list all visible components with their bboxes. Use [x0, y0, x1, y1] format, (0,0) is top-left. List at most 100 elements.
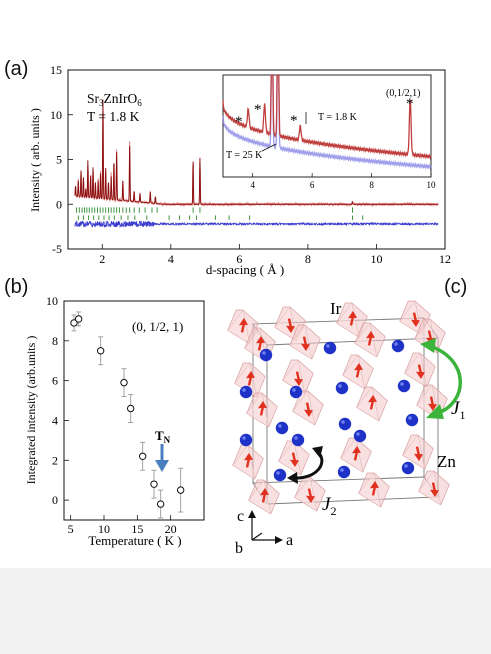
ir-spin-head	[301, 343, 310, 351]
ir-spin-head	[414, 453, 423, 461]
ir-spin-head	[370, 481, 379, 489]
y-tick-label: 10	[46, 294, 58, 308]
panel-a-calculated-profile	[74, 99, 439, 205]
inset-pointer-25k	[261, 143, 277, 152]
data-point	[126, 404, 135, 413]
inset-axes: 4 6 8 10	[250, 173, 436, 190]
x-tick-label: 20	[165, 522, 177, 536]
zn-atom	[273, 468, 287, 482]
panel-b-annotation: (0, 1/2, 1)	[132, 319, 183, 334]
panel-b-axes: 5 10 15 20 0 2 4 6 8 10	[46, 294, 177, 536]
zn-atom	[239, 385, 253, 399]
inset-x-tick-label: 6	[310, 180, 315, 190]
ir-spin-head	[290, 459, 299, 467]
zn-atom-highlight	[276, 471, 280, 475]
zn-atom	[397, 379, 411, 393]
x-tick-label: 12	[439, 252, 451, 266]
ir-spin-head	[348, 311, 357, 319]
x-tick-label: 2	[99, 252, 105, 266]
data-point	[138, 452, 147, 460]
ir-spin-head	[416, 371, 425, 379]
x-tick-label: 4	[168, 252, 174, 266]
x-tick-label: 8	[305, 252, 311, 266]
zn-atom-highlight	[341, 420, 345, 424]
ir-spin-head	[246, 371, 255, 379]
data-point	[176, 486, 185, 494]
panel-label-a: (a)	[4, 58, 29, 80]
y-tick-label: 0	[56, 197, 62, 211]
zn-atom	[275, 421, 289, 435]
axis-a-label: a	[286, 532, 293, 549]
zn-atom	[259, 348, 273, 362]
zn-atom-highlight	[394, 342, 398, 346]
zn-atom	[289, 385, 303, 399]
y-tick-label: -5	[52, 242, 62, 256]
x-tick-label: 6	[236, 252, 242, 266]
y-tick-label: 10	[50, 108, 62, 122]
panel-a-ylabel: Intensity ( arb. units )	[28, 108, 42, 212]
y-tick-label: 5	[56, 153, 62, 167]
zn-atom	[353, 429, 367, 443]
inset-star-3: *	[290, 113, 298, 129]
panel-a-difference-curve	[74, 220, 439, 228]
zn-atom-highlight	[242, 388, 246, 392]
inset-x-tick-label: 8	[369, 180, 374, 190]
y-tick-label: 6	[52, 374, 58, 388]
panel-label-c: (c)	[444, 276, 468, 298]
ir-spin-head	[304, 409, 313, 417]
panel-b-tn-arrow	[155, 444, 169, 472]
inset-curve-25k	[222, 74, 432, 171]
inset-label-1-8k: T = 1.8 K	[318, 112, 358, 123]
zn-atom-highlight	[278, 424, 282, 428]
j1-arrow	[420, 338, 462, 419]
panel-b: 5 10 15 20 0 2 4 6 8 10 (0, 1/2, 1) TN Temperatur…	[24, 294, 205, 548]
panel-b-ylabel: Integrated intensity (arb.units )	[24, 336, 38, 485]
ir-spin-head	[239, 318, 248, 326]
zn-atom-highlight	[408, 416, 412, 420]
zn-atom	[291, 433, 305, 447]
panel-b-tn-label: TN	[155, 428, 171, 445]
zn-atom	[338, 417, 352, 431]
inset-star-4: *	[406, 96, 414, 112]
ir-spin-head	[286, 325, 295, 333]
data-point	[74, 315, 83, 323]
ir-label: Ir	[330, 299, 342, 318]
panel-a-axes: 2 4 6 8 10 12 -5 0 5 10 15	[50, 63, 451, 266]
zn-atoms	[239, 339, 419, 482]
panel-c-crystal-structure: Ir Zn J1 J2 c a b	[227, 299, 465, 557]
zn-atom-highlight	[338, 384, 342, 388]
x-tick-label: 15	[131, 522, 143, 536]
ir-spin-head	[366, 331, 375, 339]
ir-spin-head	[430, 489, 439, 497]
panel-a-temperature: T = 1.8 K	[87, 109, 140, 124]
j2-arrow	[287, 446, 324, 484]
zn-atom-highlight	[294, 436, 298, 440]
ir-spin-head	[354, 363, 363, 371]
ir-spin-head	[411, 319, 420, 327]
y-tick-label: 15	[50, 63, 62, 77]
inset-star-2: *	[254, 102, 262, 118]
zn-atom	[405, 413, 419, 427]
zn-atom	[239, 433, 253, 447]
panel-b-points	[70, 311, 185, 519]
inset-label-25k: T = 25 K	[226, 150, 263, 161]
ir-spin-head	[294, 378, 303, 386]
zn-atom-highlight	[292, 388, 296, 392]
ir-spin-head	[258, 401, 267, 409]
ir-spin-head	[306, 495, 315, 503]
panel-b-xlabel: Temperature ( K )	[88, 533, 181, 548]
zn-atom-highlight	[326, 344, 330, 348]
inset-frame	[222, 74, 432, 178]
zn-atom-highlight	[356, 432, 360, 436]
zn-atom	[391, 339, 405, 353]
ir-spin-head	[352, 446, 361, 454]
y-tick-label: 0	[52, 493, 58, 507]
ir-spin-head	[428, 403, 437, 411]
ir-spin-head	[368, 395, 377, 403]
inset-star-1: *	[235, 114, 243, 130]
ir-spin-head	[256, 336, 265, 344]
zn-atom-highlight	[242, 436, 246, 440]
j1-label: J1	[451, 398, 465, 422]
data-point	[96, 347, 105, 355]
data-point	[156, 500, 165, 508]
